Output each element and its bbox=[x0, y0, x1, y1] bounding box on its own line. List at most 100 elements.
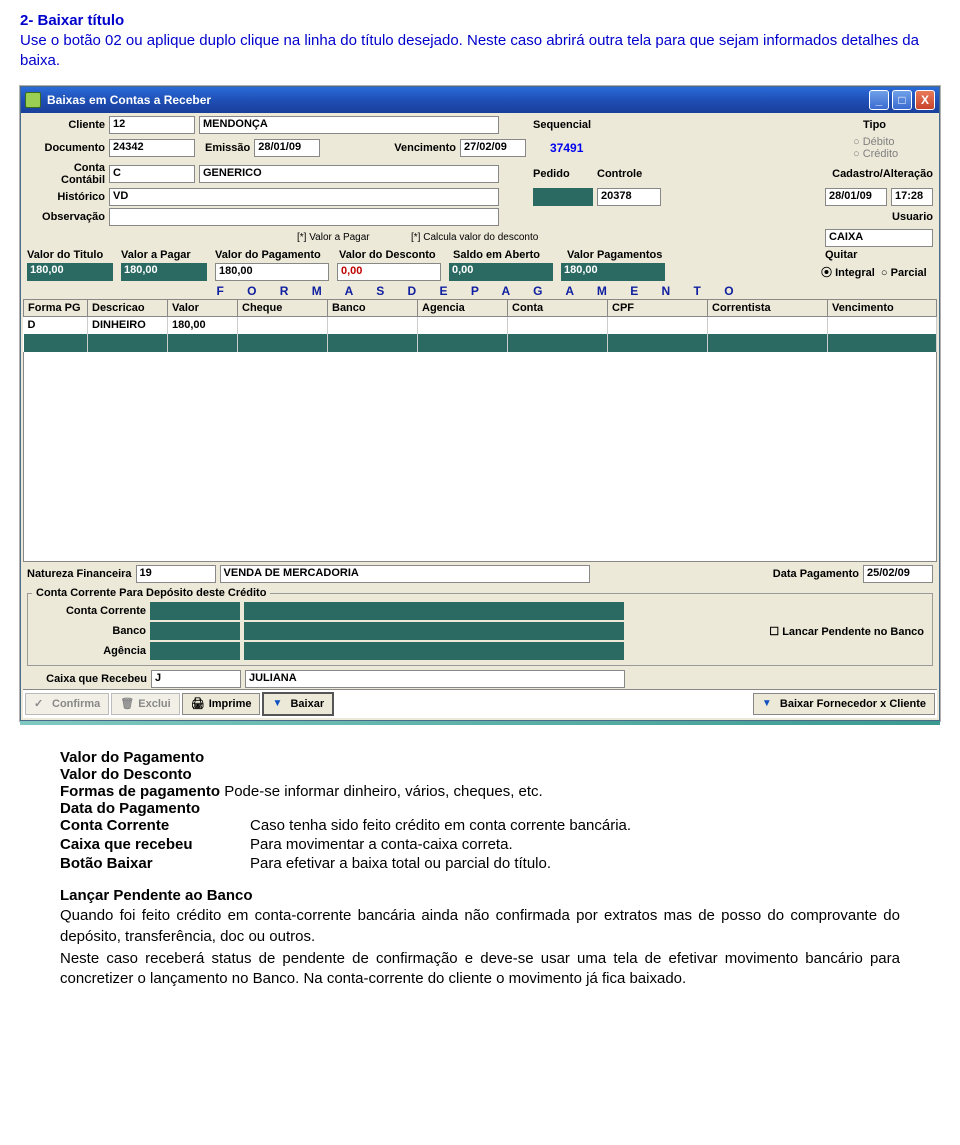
exp-l7b: Para efetivar a baixa total ou parcial d… bbox=[250, 855, 551, 872]
exclui-button[interactable]: Exclui bbox=[111, 693, 179, 715]
valor-titulo-label: Valor do Titulo bbox=[27, 249, 117, 261]
baixar-fornecedor-button[interactable]: Baixar Fornecedor x Cliente bbox=[753, 693, 935, 715]
down-icon bbox=[272, 697, 286, 711]
cell: DINHEIRO bbox=[88, 316, 168, 334]
tipo-label: Tipo bbox=[863, 119, 933, 131]
agencia-cod[interactable] bbox=[150, 642, 240, 660]
bottom-accent-bar bbox=[20, 721, 940, 725]
hint-valor-pagar: [*] Valor a Pagar bbox=[297, 232, 407, 243]
col-valor: Valor bbox=[168, 299, 238, 316]
col-vencimento: Vencimento bbox=[828, 299, 937, 316]
print-icon bbox=[191, 697, 205, 711]
pedido-field[interactable] bbox=[533, 188, 593, 206]
exp-l7a: Botão Baixar bbox=[60, 855, 250, 872]
baixar-button[interactable]: Baixar bbox=[262, 692, 334, 716]
valor-pagar-label: Valor a Pagar bbox=[121, 249, 211, 261]
explanation-block: Valor do Pagamento Valor do Desconto For… bbox=[60, 749, 900, 989]
cliente-cod-field[interactable]: 12 bbox=[109, 116, 195, 134]
deposito-fieldset: Conta Corrente Para Depósito deste Crédi… bbox=[27, 587, 933, 666]
col-descricao: Descricao bbox=[88, 299, 168, 316]
conta-corrente-nome[interactable] bbox=[244, 602, 624, 620]
controle-label: Controle bbox=[597, 168, 667, 180]
cell: 180,00 bbox=[168, 316, 238, 334]
tipo-debito-radio[interactable]: ○ Débito bbox=[853, 136, 895, 148]
exp-p1-title: Lançar Pendente ao Banco bbox=[60, 887, 253, 904]
titlebar: Baixas em Contas a Receber _ □ X bbox=[21, 87, 939, 113]
saldo-aberto-label: Saldo em Aberto bbox=[453, 249, 563, 261]
intro-title: 2- Baixar título bbox=[20, 12, 940, 29]
caixa-cod[interactable]: J bbox=[151, 670, 241, 688]
saldo-aberto-field: 0,00 bbox=[449, 263, 553, 281]
valor-pagamento-label: Valor do Pagamento bbox=[215, 249, 335, 261]
emissao-field[interactable]: 28/01/09 bbox=[254, 139, 320, 157]
agencia-nome[interactable] bbox=[244, 642, 624, 660]
natureza-cod[interactable]: 19 bbox=[136, 565, 216, 583]
data-pag-field[interactable]: 25/02/09 bbox=[863, 565, 933, 583]
formas-empty-area bbox=[23, 352, 937, 562]
conta-contabil-nome[interactable]: GENERICO bbox=[199, 165, 499, 183]
window-title: Baixas em Contas a Receber bbox=[47, 93, 211, 107]
col-conta: Conta bbox=[508, 299, 608, 316]
valor-pagamentos-field: 180,00 bbox=[561, 263, 665, 281]
exp-p2: Neste caso receberá status de pendente d… bbox=[60, 949, 900, 990]
emissao-label: Emissão bbox=[205, 142, 250, 154]
natureza-nome[interactable]: VENDA DE MERCADORIA bbox=[220, 565, 590, 583]
quitar-label: Quitar bbox=[825, 249, 933, 261]
exp-l3b: Pode-se informar dinheiro, vários, chequ… bbox=[220, 783, 543, 800]
quitar-radios[interactable]: ⦿ Integral ○ Parcial bbox=[821, 264, 933, 280]
trash-icon bbox=[120, 697, 134, 711]
col-agencia: Agencia bbox=[418, 299, 508, 316]
conta-contabil-cod[interactable]: C bbox=[109, 165, 195, 183]
col-forma: Forma PG bbox=[24, 299, 88, 316]
hint-valor-desconto: [*] Calcula valor do desconto bbox=[411, 232, 551, 243]
vencimento-field[interactable]: 27/02/09 bbox=[460, 139, 526, 157]
agencia-label: Agência bbox=[36, 645, 146, 657]
natureza-label: Natureza Financeira bbox=[27, 568, 132, 580]
sequencial-label: Sequencial bbox=[533, 119, 591, 131]
formas-header-row: Forma PG Descricao Valor Cheque Banco Ag… bbox=[24, 299, 937, 316]
tipo-credito-radio[interactable]: ○ Crédito bbox=[853, 148, 898, 160]
observacao-field[interactable] bbox=[109, 208, 499, 226]
controle-field[interactable]: 20378 bbox=[597, 188, 661, 206]
maximize-button[interactable]: □ bbox=[892, 90, 912, 110]
cell: D bbox=[24, 316, 88, 334]
observacao-label: Observação bbox=[27, 211, 105, 223]
conta-corrente-cod[interactable] bbox=[150, 602, 240, 620]
historico-label: Histórico bbox=[27, 191, 105, 203]
lancar-pendente-checkbox[interactable]: ☐ Lancar Pendente no Banco bbox=[769, 625, 924, 638]
col-correntista: Correntista bbox=[708, 299, 828, 316]
exp-l6a: Caixa que recebeu bbox=[60, 836, 250, 853]
valor-desconto-field[interactable]: 0,00 bbox=[337, 263, 441, 281]
app-window: Baixas em Contas a Receber _ □ X Cliente… bbox=[20, 86, 940, 722]
banco-nome[interactable] bbox=[244, 622, 624, 640]
exp-l5a: Conta Corrente bbox=[60, 817, 250, 834]
banco-cod[interactable] bbox=[150, 622, 240, 640]
valor-pagar-field: 180,00 bbox=[121, 263, 207, 281]
table-row[interactable]: D DINHEIRO 180,00 bbox=[24, 316, 937, 334]
banco-label: Banco bbox=[36, 625, 146, 637]
historico-field[interactable]: VD bbox=[109, 188, 499, 206]
minimize-button[interactable]: _ bbox=[869, 90, 889, 110]
exp-l1: Valor do Pagamento bbox=[60, 749, 900, 766]
app-icon bbox=[25, 92, 41, 108]
documento-field[interactable]: 24342 bbox=[109, 139, 195, 157]
valor-titulo-field: 180,00 bbox=[27, 263, 113, 281]
exp-l3a: Formas de pagamento bbox=[60, 783, 220, 800]
caixa-nome[interactable]: JULIANA bbox=[245, 670, 625, 688]
formas-table: Forma PG Descricao Valor Cheque Banco Ag… bbox=[23, 299, 937, 353]
close-button[interactable]: X bbox=[915, 90, 935, 110]
exp-p1: Quando foi feito crédito em conta-corren… bbox=[60, 907, 900, 944]
valor-pagamento-field[interactable]: 180,00 bbox=[215, 263, 329, 281]
valor-pagamentos-label: Valor Pagamentos bbox=[567, 249, 677, 261]
confirma-button[interactable]: Confirma bbox=[25, 693, 109, 715]
col-cpf: CPF bbox=[608, 299, 708, 316]
imprime-button[interactable]: Imprime bbox=[182, 693, 261, 715]
documento-label: Documento bbox=[27, 142, 105, 154]
cad-data: 28/01/09 bbox=[825, 188, 887, 206]
table-row-selected[interactable] bbox=[24, 334, 937, 352]
usuario-field: CAIXA bbox=[825, 229, 933, 247]
cliente-nome-field[interactable]: MENDONÇA bbox=[199, 116, 499, 134]
vencimento-label: Vencimento bbox=[394, 142, 456, 154]
usuario-label: Usuario bbox=[873, 211, 933, 223]
exp-l5b: Caso tenha sido feito crédito em conta c… bbox=[250, 817, 631, 834]
